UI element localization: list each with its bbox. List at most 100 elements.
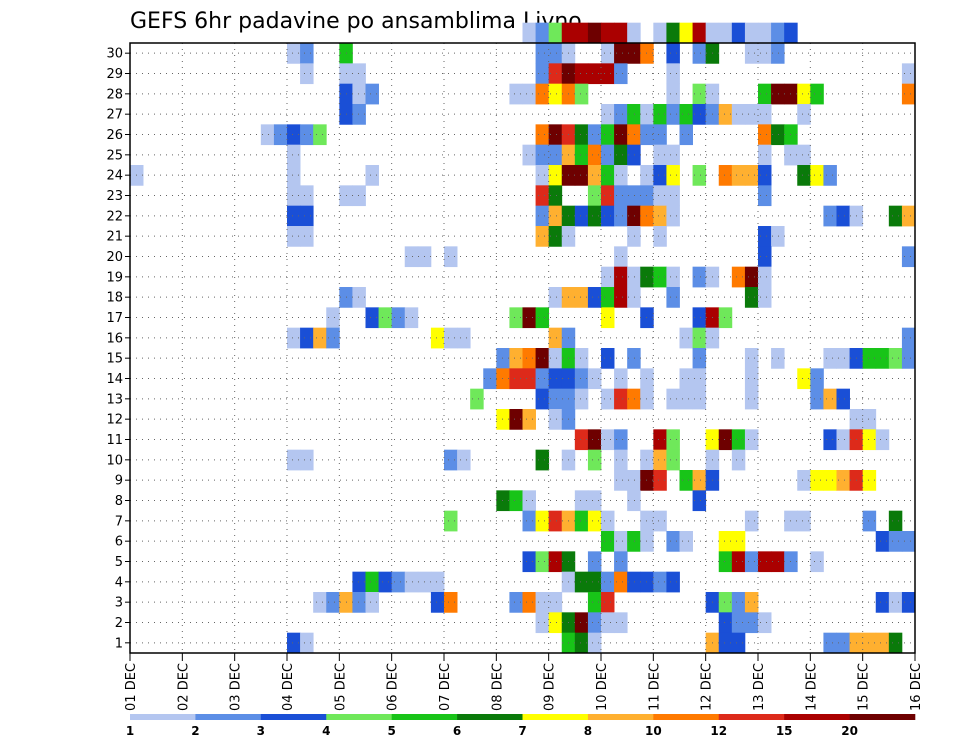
heatmap-cell <box>522 551 536 573</box>
heatmap-cell <box>548 592 563 613</box>
heatmap-cell <box>587 632 602 654</box>
heatmap-cell <box>509 490 523 512</box>
heatmap-cell <box>679 470 693 491</box>
x-tick-label: 10 DEC <box>595 663 610 711</box>
x-tick-label: 01 DEC <box>124 663 139 711</box>
heatmap-cell <box>601 266 615 288</box>
y-tick-label: 15 <box>106 352 123 367</box>
heatmap-cell <box>692 470 707 491</box>
heatmap-cell <box>810 551 824 573</box>
y-tick-label: 28 <box>106 87 123 102</box>
heatmap-cell <box>888 531 903 552</box>
heatmap-cell <box>326 592 340 613</box>
heatmap-cell <box>810 165 824 186</box>
heatmap-cell <box>587 165 602 186</box>
heatmap-cell <box>731 22 746 44</box>
heatmap-cell <box>430 571 445 593</box>
heatmap-cell <box>614 531 628 552</box>
heatmap-cell <box>601 510 615 532</box>
heatmap-cell <box>653 205 667 227</box>
heatmap-cell <box>391 307 406 329</box>
heatmap-cell <box>744 22 759 44</box>
heatmap-cell <box>574 429 589 451</box>
heatmap-cell <box>875 632 890 654</box>
heatmap-cell <box>744 287 759 308</box>
heatmap-cell <box>522 510 536 532</box>
heatmap-cell <box>875 429 890 451</box>
heatmap-cell <box>836 632 850 654</box>
heatmap-cell <box>718 22 733 44</box>
heatmap-cell <box>758 266 772 288</box>
heatmap-cell <box>627 571 641 593</box>
heatmap-cell <box>548 551 563 573</box>
heatmap-cell <box>810 388 824 410</box>
heatmap-cell <box>614 287 628 308</box>
heatmap-cell <box>574 571 589 593</box>
x-tick-label: 09 DEC <box>543 663 558 711</box>
legend-swatch <box>391 714 458 720</box>
heatmap-cell <box>888 348 903 369</box>
y-tick-label: 29 <box>106 67 123 82</box>
heatmap-cell <box>601 531 615 552</box>
heatmap-cell <box>718 429 733 451</box>
heatmap-cell <box>522 307 536 329</box>
heatmap-cell <box>287 165 301 186</box>
heatmap-cell <box>653 510 667 532</box>
heatmap-cell <box>587 205 602 227</box>
legend-swatch <box>326 714 392 720</box>
heatmap-cell <box>548 409 563 430</box>
heatmap-cell <box>365 307 379 329</box>
legend-swatch <box>653 714 720 720</box>
heatmap-cell <box>653 429 667 451</box>
heatmap-cell <box>352 592 366 613</box>
y-tick-label: 1 <box>115 636 123 651</box>
heatmap-cell <box>300 63 314 85</box>
heatmap-cell <box>653 571 667 593</box>
heatmap-cell <box>627 287 641 308</box>
heatmap-cell <box>522 348 536 369</box>
heatmap-cell <box>718 551 733 573</box>
heatmap-cell <box>300 226 314 247</box>
heatmap-cell <box>548 388 563 410</box>
heatmap-cell <box>300 327 314 349</box>
heatmap-cell <box>574 368 589 390</box>
heatmap-cell <box>627 470 641 491</box>
heatmap-cell <box>548 63 563 85</box>
heatmap-cell <box>548 83 563 105</box>
heatmap-cell <box>535 612 550 634</box>
heatmap-cell <box>287 205 301 227</box>
y-tick-label: 19 <box>106 270 123 285</box>
heatmap-cell <box>718 104 733 125</box>
heatmap-cell <box>352 83 366 105</box>
heatmap-cell <box>614 144 628 166</box>
heatmap-cell <box>287 185 301 207</box>
heatmap-cell <box>601 124 615 146</box>
y-tick-label: 24 <box>106 169 123 184</box>
heatmap-cell <box>601 571 615 593</box>
heatmap-cell <box>784 22 798 44</box>
heatmap-cell <box>601 22 615 44</box>
heatmap-cell <box>901 83 916 105</box>
heatmap-cell <box>836 348 850 369</box>
heatmap-cell <box>679 22 693 44</box>
heatmap-cell <box>326 307 340 329</box>
heatmap-cell <box>666 205 680 227</box>
heatmap-cell <box>666 185 680 207</box>
heatmap-cell <box>391 571 406 593</box>
heatmap-cell <box>862 470 877 491</box>
heatmap-cell <box>313 124 327 146</box>
heatmap-cell <box>601 43 615 64</box>
heatmap-cell <box>444 592 458 613</box>
heatmap-cell <box>601 104 615 125</box>
heatmap-cell <box>601 612 615 634</box>
heatmap-cell <box>430 327 445 349</box>
heatmap-cell <box>758 612 772 634</box>
heatmap-cell <box>718 592 733 613</box>
heatmap-cell <box>444 449 458 471</box>
legend-label: 15 <box>776 724 793 738</box>
heatmap-cell <box>758 246 772 268</box>
heatmap-cell <box>627 104 641 125</box>
heatmap-cell <box>810 470 824 491</box>
heatmap-cell <box>627 124 641 146</box>
heatmap-cell <box>574 348 589 369</box>
